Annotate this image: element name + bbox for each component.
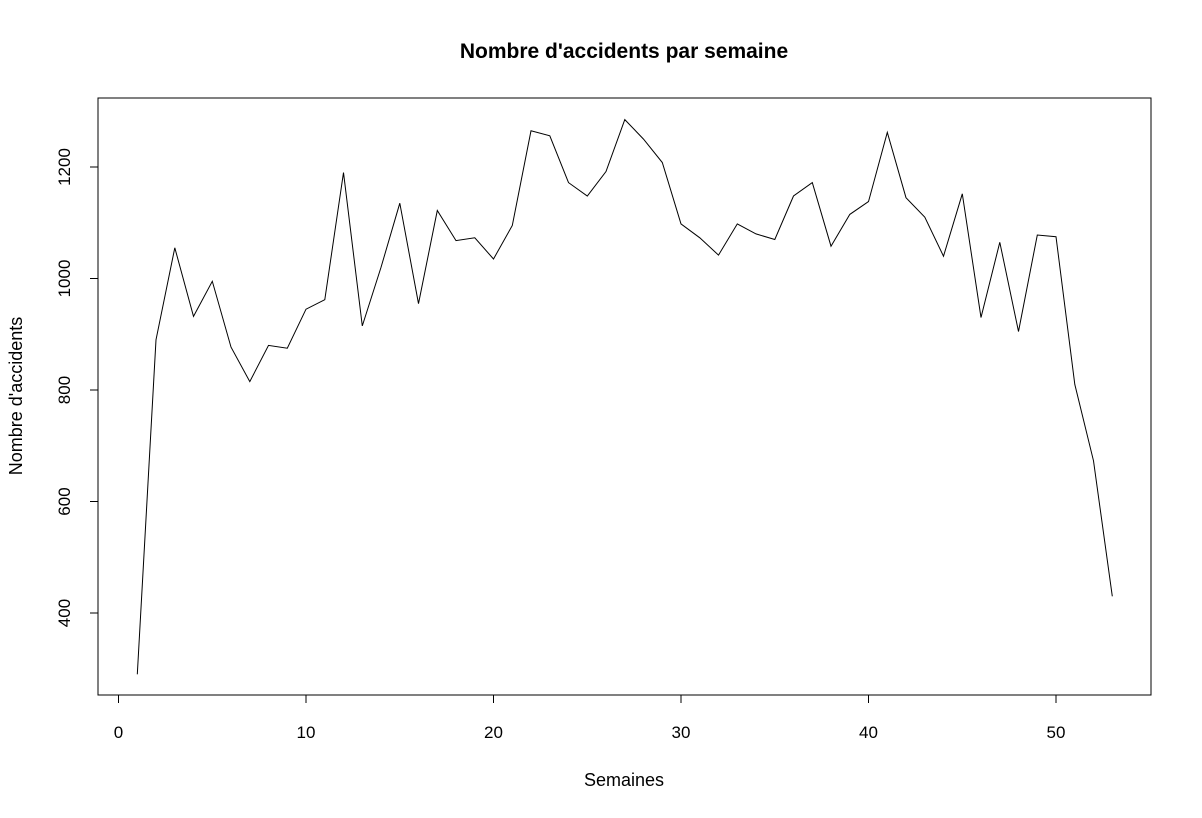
- y-tick-label: 600: [55, 487, 74, 515]
- chart-title: Nombre d'accidents par semaine: [460, 40, 788, 63]
- series-line: [136, 118, 1113, 675]
- x-tick-label: 10: [297, 723, 316, 742]
- x-axis: 0 10 20 30 40 50: [114, 694, 1066, 742]
- y-tick-label: 800: [55, 376, 74, 404]
- x-tick-label: 20: [484, 723, 503, 742]
- x-axis-label: Semaines: [584, 770, 664, 790]
- plot-frame: [97, 97, 1152, 696]
- y-axis: 400 600 800 1000 1200: [55, 148, 99, 627]
- y-axis-label: Nombre d'accidents: [6, 317, 26, 476]
- y-tick-label: 1000: [55, 260, 74, 298]
- y-tick-label: 400: [55, 599, 74, 627]
- y-tick-label: 1200: [55, 148, 74, 186]
- x-tick-label: 40: [859, 723, 878, 742]
- x-tick-label: 0: [114, 723, 123, 742]
- x-tick-label: 50: [1047, 723, 1066, 742]
- x-tick-label: 30: [672, 723, 691, 742]
